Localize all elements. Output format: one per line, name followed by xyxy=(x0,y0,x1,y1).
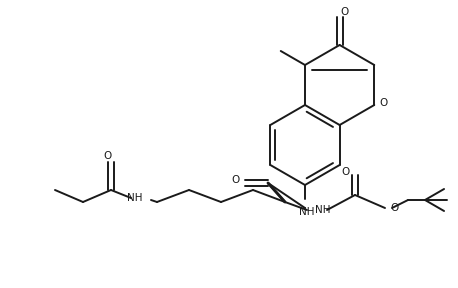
Text: O: O xyxy=(340,7,349,17)
Text: O: O xyxy=(104,151,112,161)
Text: NH: NH xyxy=(315,205,331,215)
Text: NH: NH xyxy=(127,193,143,203)
Text: O: O xyxy=(379,98,387,108)
Text: O: O xyxy=(390,203,398,213)
Text: NH: NH xyxy=(299,207,315,217)
Text: O: O xyxy=(232,175,240,185)
Text: O: O xyxy=(342,167,350,177)
